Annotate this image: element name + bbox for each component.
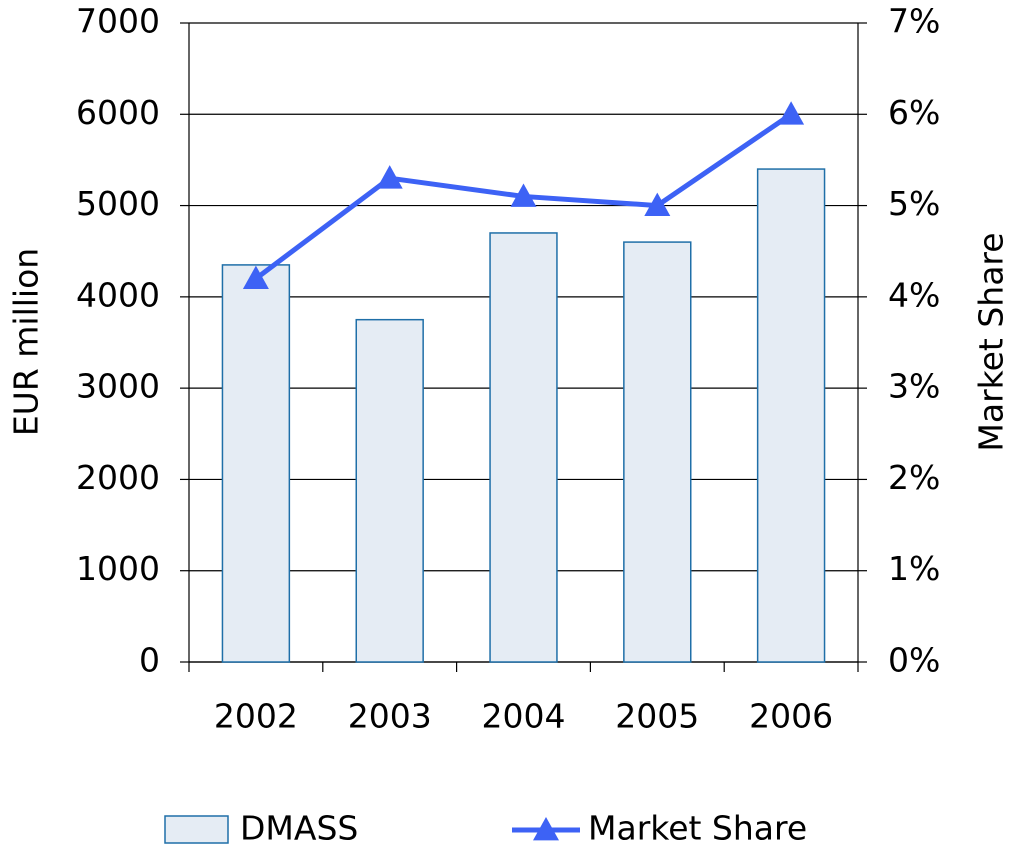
bar xyxy=(355,318,424,663)
line-marker xyxy=(242,265,269,289)
bar xyxy=(756,168,826,663)
line-marker xyxy=(510,183,537,207)
y2-tick-label: 4% xyxy=(888,275,940,314)
y-tick-label: 6000 xyxy=(76,93,160,132)
y2-tick-label: 1% xyxy=(888,549,940,588)
y-tick-label: 5000 xyxy=(76,184,160,223)
line-marker xyxy=(778,101,805,125)
line-marker xyxy=(644,192,671,216)
y-tick-label: 0 xyxy=(139,641,160,680)
bar xyxy=(623,241,692,663)
x-tick-label: 2002 xyxy=(214,697,298,736)
legend-label: Market Share xyxy=(588,809,807,846)
y-axis-label: EUR million xyxy=(7,248,46,436)
y2-tick-label: 5% xyxy=(888,184,940,223)
legend-label: DMASS xyxy=(240,809,358,846)
y2-tick-label: 0% xyxy=(888,641,940,680)
y2-tick-label: 2% xyxy=(888,458,940,497)
x-tick-label: 2003 xyxy=(348,697,432,736)
y-tick-label: 2000 xyxy=(76,458,160,497)
x-tick-label: 2004 xyxy=(482,697,566,736)
y2-axis-label: Market Share xyxy=(972,232,1011,451)
x-tick-label: 2005 xyxy=(615,697,699,736)
y-tick-label: 7000 xyxy=(76,2,160,41)
line-marker xyxy=(376,165,403,189)
legend-swatch xyxy=(164,815,229,844)
y-tick-label: 3000 xyxy=(76,367,160,406)
y2-tick-label: 3% xyxy=(888,367,940,406)
bar xyxy=(489,232,558,663)
legend-marker xyxy=(533,817,559,841)
y-tick-label: 4000 xyxy=(76,275,160,314)
y2-tick-label: 7% xyxy=(888,2,940,41)
y2-tick-label: 6% xyxy=(888,93,940,132)
y-tick-label: 1000 xyxy=(76,549,160,588)
x-tick-label: 2006 xyxy=(749,697,833,736)
bar xyxy=(221,264,291,663)
